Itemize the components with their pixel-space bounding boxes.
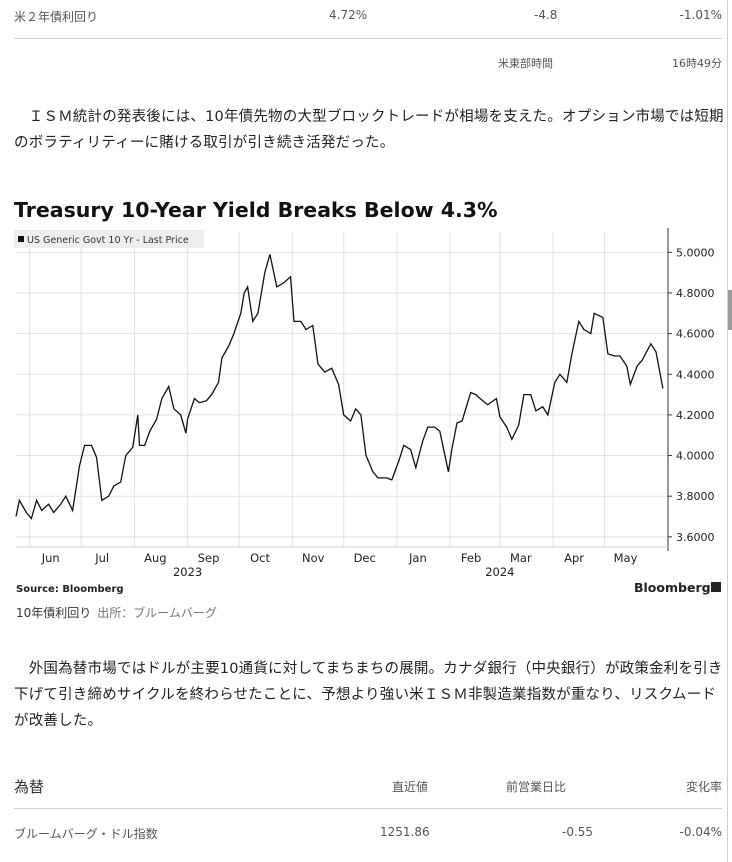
- y-tick-label: 5.0000: [676, 246, 715, 259]
- brand-mark-icon: [711, 582, 721, 592]
- legend-swatch: [18, 236, 24, 242]
- chart-caption: 10年債利回り 出所：ブルームバーグ: [16, 604, 217, 621]
- divider: [14, 808, 722, 809]
- column-header: 変化率: [685, 780, 722, 794]
- brand-text: Bloomberg: [634, 580, 711, 595]
- divider: [14, 38, 722, 39]
- x-tick-label: Nov: [302, 551, 325, 565]
- x-tick-label: Sep: [198, 551, 220, 565]
- x-tick-label: Feb: [461, 551, 481, 565]
- row-change: -4.8: [534, 8, 558, 22]
- yield-chart: 3.6000 3.8000 4.0000 4.2000 4.4000 4.6000 4.80…: [14, 228, 721, 595]
- row-value: 1251.86: [380, 825, 430, 839]
- chart-source: Source: Bloomberg: [16, 584, 124, 595]
- time-label: 16時49分: [672, 57, 722, 70]
- fx-table-title: 為替: [14, 778, 45, 796]
- y-tick-label: 4.2000: [676, 409, 715, 422]
- y-tick-label: 4.6000: [676, 328, 715, 341]
- caption-source: 出所：ブルームバーグ: [97, 606, 217, 620]
- chart-axis: 3.6000 3.8000 4.0000 4.2000 4.4000 4.6000 4.80…: [16, 228, 715, 579]
- y-tick-label: 4.0000: [676, 450, 715, 463]
- y-tick-label: 4.4000: [676, 368, 715, 381]
- scrollbar-thumb[interactable]: [728, 290, 732, 330]
- row-label: ブルームバーグ・ドル指数: [14, 827, 158, 841]
- column-header: 直近値: [392, 780, 429, 794]
- y-tick-label: 3.6000: [676, 531, 715, 544]
- x-year-label: 2023: [173, 565, 202, 579]
- x-tick-label: Jan: [408, 551, 427, 565]
- chart-grid: [16, 232, 668, 547]
- x-tick-label: Jul: [94, 551, 109, 565]
- legend-label: US Generic Govt 10 Yr - Last Price: [27, 235, 189, 246]
- y-tick-label: 3.8000: [676, 490, 715, 503]
- x-tick-label: Mar: [510, 551, 532, 565]
- x-tick-label: Jun: [41, 551, 60, 565]
- y-tick-label: 4.8000: [676, 287, 715, 300]
- bloomberg-logo: Bloomberg: [634, 580, 721, 595]
- caption-title: 10年債利回り: [16, 606, 92, 620]
- column-header: 前営業日比: [506, 780, 567, 794]
- row-change-pct: -1.01%: [679, 8, 722, 22]
- row-change: -0.55: [562, 825, 594, 839]
- article-paragraph: ＩＳＭ統計の発表後には、10年債先物の大型ブロックトレードが相場を支えた。オプシ…: [14, 109, 724, 151]
- legend-box: [14, 230, 204, 248]
- scrollbar-track[interactable]: [727, 0, 728, 862]
- x-tick-label: Apr: [564, 551, 584, 565]
- x-tick-label: Aug: [144, 551, 166, 565]
- x-tick-label: May: [614, 551, 638, 565]
- chart-title: Treasury 10-Year Yield Breaks Below 4.3%: [14, 198, 498, 222]
- row-label: 米２年債利回り: [14, 10, 99, 24]
- row-value: 4.72%: [329, 8, 368, 22]
- x-year-label: 2024: [485, 565, 514, 579]
- row-change-pct: -0.04%: [679, 825, 722, 839]
- article-paragraph: 外国為替市場ではドルが主要10通貨に対してまちまちの展開。カナダ銀行（中央銀行）…: [14, 661, 723, 729]
- x-tick-label: Oct: [250, 551, 270, 565]
- table-row: 米２年債利回り 4.72% -4.8 -1.01%: [14, 8, 722, 28]
- series-line-10y-yield: [15, 254, 664, 520]
- chart-legend: US Generic Govt 10 Yr - Last Price: [14, 230, 204, 248]
- x-tick-label: Dec: [354, 551, 376, 565]
- timezone-label: 米東部時間: [498, 57, 553, 70]
